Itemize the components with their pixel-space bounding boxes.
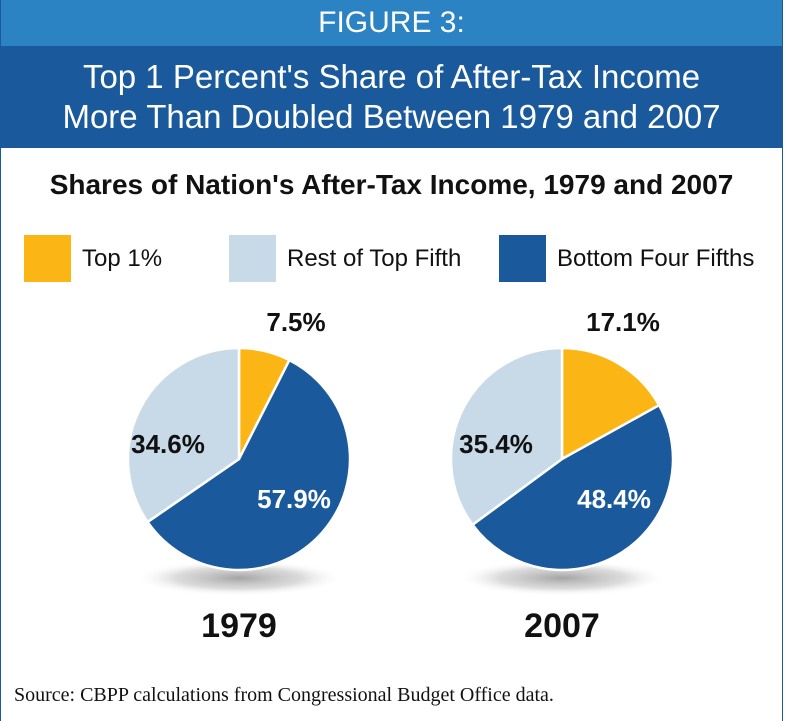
- pie-shadow-2007: [456, 560, 668, 596]
- pie-slice-1979-bottom-four-fifths: [145, 358, 352, 572]
- pie-slice-2007-rest-of-top-fifth: [449, 346, 564, 527]
- pie-slice-2007-bottom-four-fifths: [470, 403, 675, 572]
- pie-year-1979: 1979: [201, 607, 277, 645]
- figure-title-line-2: More Than Doubled Between 1979 and 2007: [62, 98, 721, 135]
- legend-label-rest-of-top-fifth: Rest of Top Fifth: [287, 245, 462, 272]
- pie-label-2007-bottom-four-fifths: 48.4%: [577, 484, 651, 514]
- figure-label: FIGURE 3:: [1, 0, 782, 46]
- pie-label-1979-top-1: 7.5%: [266, 307, 325, 337]
- legend-label-top-1: Top 1%: [82, 245, 163, 272]
- pie-label-2007-top-1: 17.1%: [586, 307, 660, 337]
- pie-slice-1979-rest-of-top-fifth: [126, 346, 241, 524]
- chart-title: Shares of Nation's After-Tax Income, 197…: [49, 169, 734, 200]
- legend-label-bottom-four-fifths: Bottom Four Fifths: [557, 245, 755, 272]
- figure-title: Top 1 Percent's Share of After-Tax Incom…: [1, 46, 782, 148]
- source-note: Source: CBPP calculations from Congressi…: [14, 684, 554, 706]
- legend-swatch-top-1: [24, 235, 71, 282]
- legend-swatch-rest-of-top-fifth: [229, 235, 276, 282]
- pie-label-1979-bottom-four-fifths: 57.9%: [257, 484, 331, 514]
- pie-year-2007: 2007: [524, 607, 600, 645]
- figure-title-line-1: Top 1 Percent's Share of After-Tax Incom…: [82, 58, 701, 95]
- legend-swatch-bottom-four-fifths: [499, 235, 546, 282]
- pie-shadow-1979: [133, 560, 345, 596]
- pie-label-1979-rest-of-top-fifth: 34.6%: [131, 429, 205, 459]
- pie-slice-2007-top-1: [560, 346, 661, 462]
- pie-label-2007-rest-of-top-fifth: 35.4%: [459, 429, 533, 459]
